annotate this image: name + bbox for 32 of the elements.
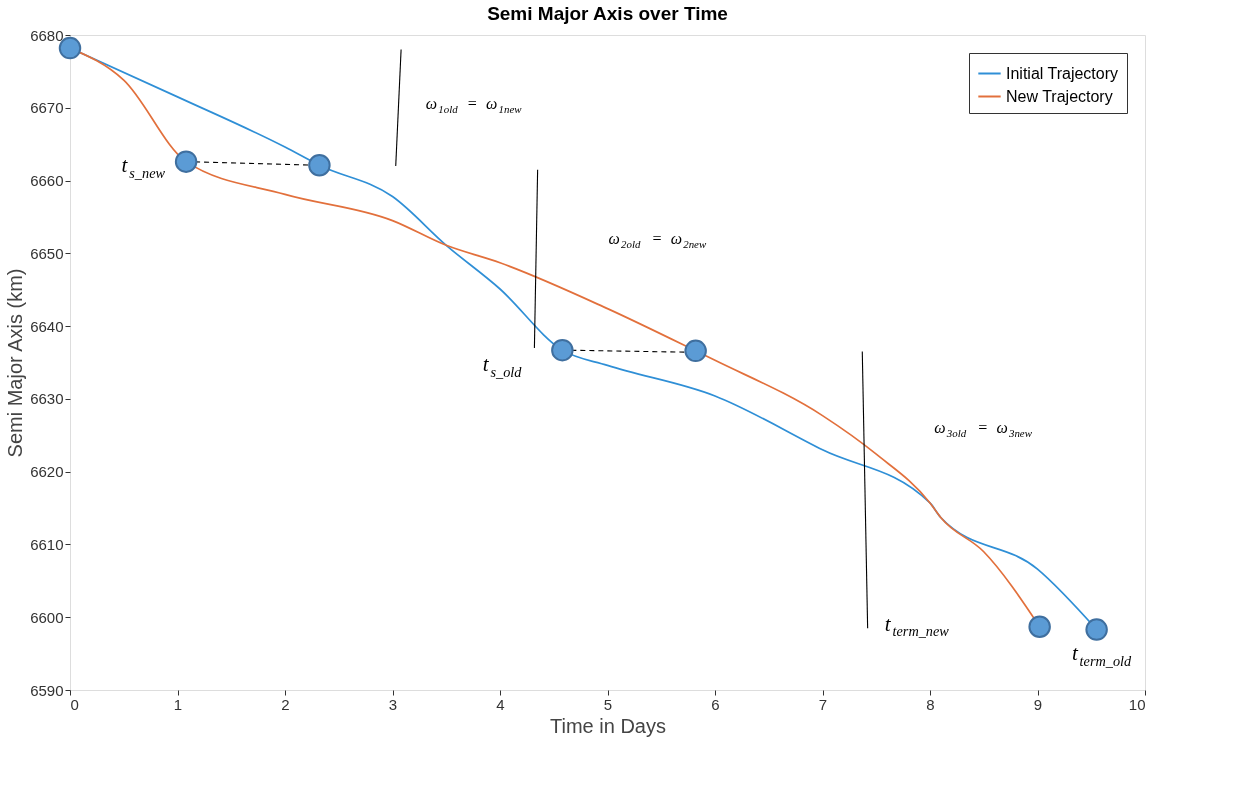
point: [174, 150, 198, 173]
y-tick-label: 6680: [30, 26, 64, 44]
y-tick-label: 6650: [30, 244, 64, 262]
y-axis-title: Semi Major Axis (km): [4, 268, 27, 458]
y-tick-label: 6660: [30, 172, 64, 190]
chart-title: Semi Major Axis over Time: [487, 3, 728, 24]
y-tick-label: 6620: [30, 463, 64, 481]
y-tick-label: 6610: [30, 535, 64, 553]
x-axis-title: Time in Days: [550, 714, 666, 737]
x-tick-label: 3: [388, 695, 398, 713]
x-tick-label: 10: [1128, 695, 1146, 713]
x-tick-label: 7: [818, 695, 828, 713]
x-tick-label: 0: [70, 695, 79, 713]
y-tick-label: 6670: [30, 99, 64, 117]
x-tick-label: 8: [926, 695, 935, 713]
point: [1028, 615, 1051, 638]
point: [1085, 618, 1108, 641]
point: [551, 338, 574, 362]
legend-label: New Trajectory: [1006, 87, 1113, 105]
x-tick-label: 6: [711, 695, 720, 713]
y-tick-label: 6590: [30, 681, 64, 699]
point: [684, 339, 707, 363]
point: [308, 154, 331, 177]
x-tick-label: 5: [603, 695, 613, 713]
x-tick-label: 1: [173, 695, 183, 713]
y-tick-label: 6630: [30, 390, 64, 408]
y-tick-label: 6640: [30, 317, 64, 335]
x-tick-label: 4: [496, 695, 505, 713]
x-tick-label: 2: [281, 695, 290, 713]
y-tick-label: 6600: [30, 608, 64, 626]
legend-label: Initial Trajectory: [1006, 64, 1119, 82]
x-tick-label: 9: [1033, 695, 1043, 713]
